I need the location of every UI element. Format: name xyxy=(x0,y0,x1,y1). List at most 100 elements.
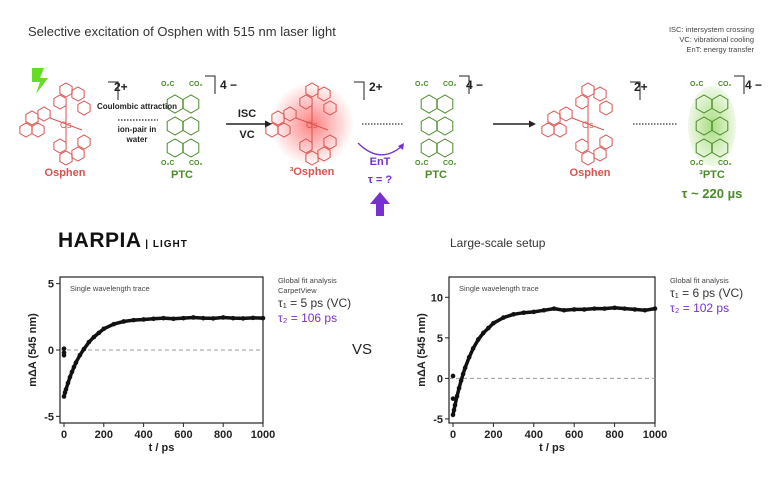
carboxylate-group: CO₂ xyxy=(443,160,457,167)
carboxylate-group: CO₂ xyxy=(443,81,457,88)
data-point xyxy=(460,371,466,377)
data-point xyxy=(61,346,67,351)
ring xyxy=(711,116,729,136)
data-point xyxy=(642,307,648,313)
chart-1: 0 200 400 600 800 1000 -5 0 5 t / ps mΔA (545 nm) S… xyxy=(27,276,275,454)
x-tick-label: 800 xyxy=(214,429,232,441)
carboxylate-group: O₂C xyxy=(415,160,429,167)
fit-method: Global fit analysis xyxy=(670,276,729,285)
data-point xyxy=(612,305,617,311)
bond xyxy=(49,117,83,131)
legend-ent: EnT: energy transfer xyxy=(686,45,754,54)
ring xyxy=(420,116,438,136)
data-point xyxy=(531,309,537,315)
data-point xyxy=(571,307,577,312)
ring xyxy=(305,150,319,166)
bracket xyxy=(205,75,216,94)
x-tick-label: 400 xyxy=(134,429,152,441)
data-point xyxy=(131,317,136,323)
ring xyxy=(77,134,91,150)
data-point xyxy=(622,306,627,311)
ent-curved-arrow xyxy=(357,142,403,156)
x-tick-label: 200 xyxy=(95,429,113,441)
ion-pair-text: ion-pair in water xyxy=(117,125,157,144)
ring xyxy=(317,86,331,102)
legend-vc: VC: vibrational cooling xyxy=(679,35,754,44)
ring xyxy=(299,94,313,110)
data-point xyxy=(69,369,75,375)
carboxylate-group: CO₂ xyxy=(189,160,203,167)
data-point xyxy=(592,306,597,311)
ring xyxy=(559,106,573,122)
ring xyxy=(581,82,595,98)
y-tick-label: -5 xyxy=(44,411,54,423)
data-point xyxy=(652,306,658,311)
carboxylate-group: O₂C xyxy=(690,81,704,88)
ring xyxy=(25,110,39,126)
osphen-label-2: Osphen xyxy=(569,167,611,179)
x-tick-label: 600 xyxy=(565,429,583,441)
legend-isc: ISC: intersystem crossing xyxy=(668,25,754,34)
y-tick-label: 0 xyxy=(437,373,443,385)
data-point xyxy=(71,364,77,370)
ring xyxy=(71,86,85,102)
data-point xyxy=(210,316,216,321)
x-tick-label: 0 xyxy=(61,429,67,441)
ent-curved-arrow-head xyxy=(398,143,404,150)
data-point xyxy=(501,315,506,320)
osmium-atom: Os xyxy=(582,120,594,130)
carboxylate-group: CO₂ xyxy=(718,160,732,167)
ring xyxy=(19,122,33,138)
triplet-ptc-structure: O₂C CO₂ O₂C CO₂ xyxy=(688,75,745,167)
carboxylate-group: CO₂ xyxy=(189,81,203,88)
ptc-label-2: PTC xyxy=(425,169,447,181)
large-scale-setup-title: Large-scale setup xyxy=(450,236,546,250)
data-point xyxy=(475,337,481,342)
fit-results-2: Global fit analysis τ₁ = 6 ps (VC) τ₂ = … xyxy=(670,276,743,316)
ring xyxy=(305,82,319,98)
ring xyxy=(182,116,200,136)
ring xyxy=(436,94,454,114)
ring xyxy=(31,122,45,138)
ring xyxy=(420,138,438,158)
vc-label: VC xyxy=(239,129,255,141)
data-point xyxy=(454,393,460,399)
ring xyxy=(575,138,589,154)
data-point xyxy=(171,316,176,322)
carboxylate-group: O₂C xyxy=(690,160,704,167)
harpia-logo: HARPIA | LIGHT xyxy=(58,229,188,252)
data-point xyxy=(63,387,69,392)
ring xyxy=(593,86,607,102)
trace-line xyxy=(451,306,656,416)
x-tick-label: 1000 xyxy=(643,429,667,441)
bond xyxy=(571,117,605,131)
bracket xyxy=(354,81,365,100)
isc-label: ISC xyxy=(237,108,257,120)
vs-label: VS xyxy=(352,341,373,358)
ring xyxy=(182,94,200,114)
figure-title: Selective excitation of Osphen with 515 … xyxy=(28,24,336,39)
ring xyxy=(283,106,297,122)
ring xyxy=(553,122,567,138)
ptc-lifetime: τ ~ 220 µs xyxy=(681,186,743,201)
ring xyxy=(77,100,91,116)
ring xyxy=(166,138,184,158)
data-point xyxy=(561,307,567,313)
data-point xyxy=(65,380,71,386)
charge-2plus-1: 2+ xyxy=(114,80,128,94)
ring xyxy=(317,146,331,162)
ring xyxy=(599,134,613,150)
ring xyxy=(581,150,595,166)
data-point xyxy=(220,315,226,320)
data-point xyxy=(462,365,468,371)
osmium-atom: Os xyxy=(306,120,318,130)
x-tick-label: 200 xyxy=(484,429,502,441)
triplet-osphen-label: ³Osphen xyxy=(289,166,335,178)
ring xyxy=(711,94,729,114)
data-point xyxy=(521,310,526,315)
bracket xyxy=(459,75,470,94)
data-point xyxy=(61,353,67,358)
charge-4minus-3: 4 − xyxy=(745,78,763,92)
y-tick-label: 10 xyxy=(431,292,443,304)
data-point xyxy=(456,385,462,391)
